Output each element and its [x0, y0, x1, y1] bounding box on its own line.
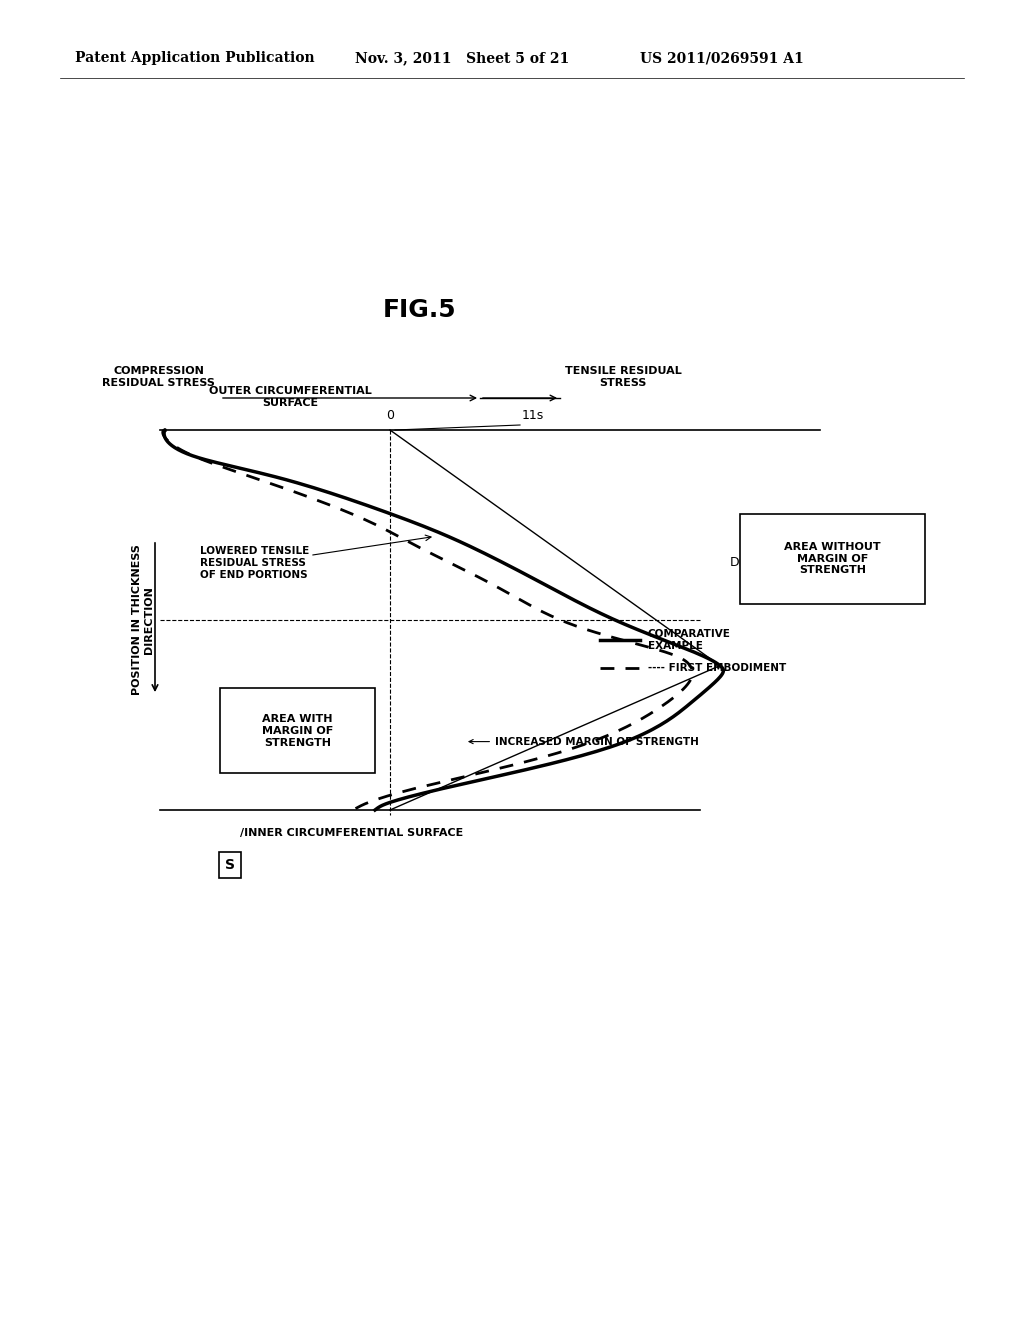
Text: COMPARATIVE
EXAMPLE: COMPARATIVE EXAMPLE [648, 630, 731, 651]
Text: Patent Application Publication: Patent Application Publication [75, 51, 314, 65]
Text: S: S [225, 858, 234, 873]
Text: FIG.5: FIG.5 [383, 298, 457, 322]
Text: COMPRESSION
RESIDUAL STRESS: COMPRESSION RESIDUAL STRESS [102, 367, 215, 388]
Text: AREA WITHOUT
MARGIN OF
STRENGTH: AREA WITHOUT MARGIN OF STRENGTH [784, 543, 881, 576]
Text: INCREASED MARGIN OF STRENGTH: INCREASED MARGIN OF STRENGTH [469, 737, 698, 747]
Text: Nov. 3, 2011   Sheet 5 of 21: Nov. 3, 2011 Sheet 5 of 21 [355, 51, 569, 65]
Bar [740, 513, 925, 603]
Text: OUTER CIRCUMFERENTIAL
SURFACE: OUTER CIRCUMFERENTIAL SURFACE [209, 387, 372, 408]
Text: Dn: Dn [730, 557, 748, 569]
Text: US 2011/0269591 A1: US 2011/0269591 A1 [640, 51, 804, 65]
Text: AREA WITH
MARGIN OF
STRENGTH: AREA WITH MARGIN OF STRENGTH [262, 714, 333, 747]
Text: TENSILE RESIDUAL
STRESS: TENSILE RESIDUAL STRESS [565, 367, 682, 388]
Text: 11s: 11s [522, 409, 544, 422]
Text: ---- FIRST EMBODIMENT: ---- FIRST EMBODIMENT [648, 663, 786, 673]
Text: LOWERED TENSILE
RESIDUAL STRESS
OF END PORTIONS: LOWERED TENSILE RESIDUAL STRESS OF END P… [200, 546, 309, 579]
Text: 0: 0 [386, 409, 394, 422]
Bar [220, 689, 375, 774]
Text: /INNER CIRCUMFERENTIAL SURFACE: /INNER CIRCUMFERENTIAL SURFACE [240, 828, 463, 838]
Text: POSITION IN THICKNESS
DIRECTION: POSITION IN THICKNESS DIRECTION [132, 545, 154, 696]
